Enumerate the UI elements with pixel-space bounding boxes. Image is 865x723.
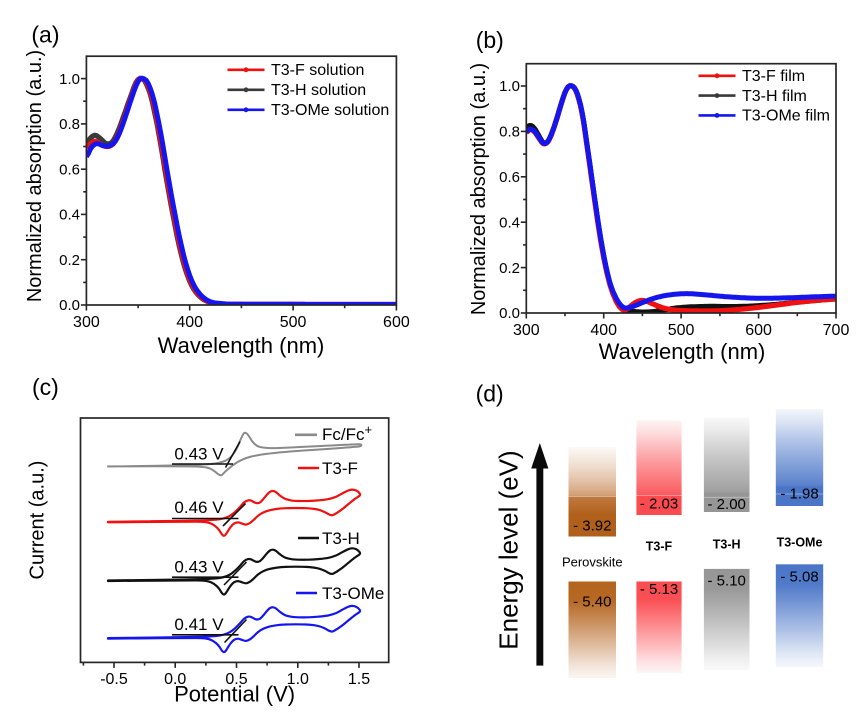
svg-text:- 5.08: - 5.08 [780,569,818,586]
svg-text:0.4: 0.4 [59,207,80,224]
svg-text:T3-F film: T3-F film [742,68,805,85]
svg-text:400: 400 [590,322,617,339]
svg-text:1.0: 1.0 [499,78,520,95]
svg-text:0.8: 0.8 [59,116,80,133]
svg-text:300: 300 [513,322,540,339]
svg-text:Normalized absorption (a.u.): Normalized absorption (a.u.) [468,63,490,315]
svg-text:0.0: 0.0 [499,305,520,322]
svg-text:T3-OMe: T3-OMe [322,584,384,603]
svg-text:- 3.92: - 3.92 [573,518,611,535]
svg-text:600: 600 [745,322,772,339]
svg-text:Perovskite: Perovskite [562,555,623,570]
svg-text:- 5.10: - 5.10 [708,573,746,590]
svg-text:Current (a.u.): Current (a.u.) [27,461,49,580]
svg-text:(a): (a) [31,22,59,48]
svg-text:Energy level (eV): Energy level (eV) [494,450,524,649]
svg-text:T3-F solution: T3-F solution [271,62,364,79]
svg-text:T3-H: T3-H [322,529,360,548]
svg-text:Wavelength (nm): Wavelength (nm) [599,339,766,364]
svg-text:0.8: 0.8 [499,124,520,141]
svg-text:T3-H solution: T3-H solution [271,82,366,99]
svg-text:400: 400 [176,314,203,331]
svg-text:(b): (b) [476,27,504,53]
svg-text:0.43 V: 0.43 V [174,445,224,464]
svg-text:Normalized absorption (a.u.): Normalized absorption (a.u.) [24,50,46,302]
svg-text:- 2.03: - 2.03 [640,496,678,513]
svg-text:600: 600 [383,314,410,331]
svg-text:T3-OMe: T3-OMe [777,536,823,550]
svg-text:0.4: 0.4 [499,214,520,231]
svg-text:500: 500 [668,322,695,339]
svg-text:0.6: 0.6 [59,161,80,178]
svg-text:300: 300 [73,314,100,331]
svg-text:0.0: 0.0 [59,297,80,314]
svg-text:0.0: 0.0 [164,671,186,688]
svg-text:-0.5: -0.5 [100,671,128,688]
svg-text:Wavelength (nm): Wavelength (nm) [158,333,325,358]
svg-text:1.5: 1.5 [348,671,370,688]
svg-text:- 2.00: - 2.00 [708,496,746,513]
svg-text:T3-F: T3-F [322,459,358,478]
svg-text:- 5.40: - 5.40 [573,594,611,611]
svg-text:Potential (V): Potential (V) [174,682,295,707]
svg-text:0.6: 0.6 [499,169,520,186]
svg-text:T3-OMe film: T3-OMe film [742,108,830,125]
svg-text:- 5.13: - 5.13 [640,581,678,598]
svg-text:T3-H film: T3-H film [742,88,807,105]
svg-text:(c): (c) [32,374,59,400]
svg-text:T3-OMe solution: T3-OMe solution [271,102,389,119]
svg-text:T3-F: T3-F [646,540,673,554]
svg-text:0.41 V: 0.41 V [174,615,224,634]
svg-text:700: 700 [823,322,850,339]
svg-text:- 1.98: - 1.98 [780,486,818,503]
svg-text:(d): (d) [476,381,504,407]
svg-text:0.5: 0.5 [225,671,247,688]
svg-text:0.43 V: 0.43 V [174,558,224,577]
svg-text:Fc/Fc+: Fc/Fc+ [322,422,372,444]
svg-text:0.2: 0.2 [59,252,80,269]
svg-text:0.46 V: 0.46 V [174,498,224,517]
svg-text:1.0: 1.0 [59,71,80,88]
svg-text:1.0: 1.0 [287,671,309,688]
svg-text:500: 500 [280,314,307,331]
svg-text:T3-H: T3-H [713,538,741,552]
svg-text:0.2: 0.2 [499,260,520,277]
